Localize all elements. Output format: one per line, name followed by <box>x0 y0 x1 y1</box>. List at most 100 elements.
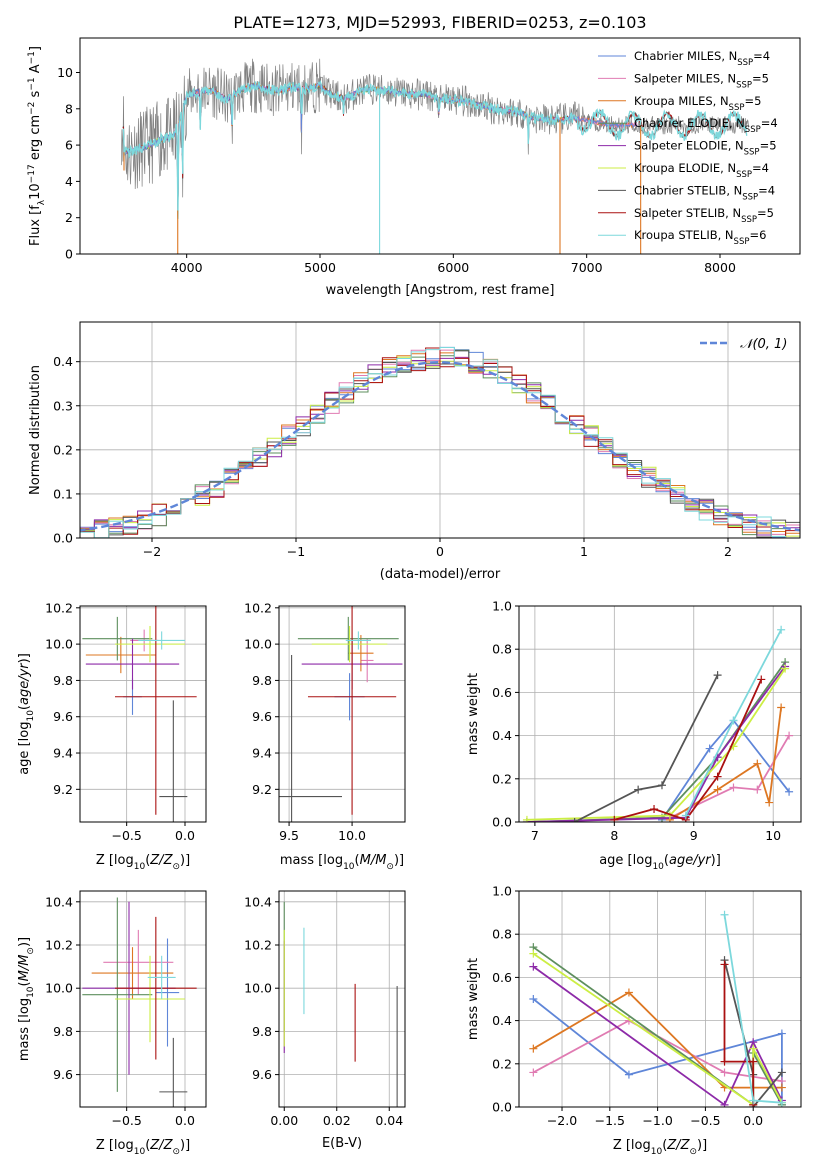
y-tick-label: 10.2 <box>244 600 272 615</box>
plus-marker <box>681 811 690 820</box>
plus-marker <box>610 815 619 822</box>
plus-marker <box>753 785 762 794</box>
plus-marker <box>657 781 666 790</box>
y-tick-label: 2 <box>65 210 73 225</box>
y-axis-label: mass weight <box>466 673 481 755</box>
plus-marker <box>781 664 790 673</box>
plus-marker <box>529 995 538 1003</box>
y-tick-label: 0 <box>65 247 73 262</box>
plot-area <box>82 606 197 822</box>
axes-frame <box>79 890 207 1108</box>
y-tick-label: 10.0 <box>244 981 272 996</box>
legend-label: Salpeter STELIB, NSSP=5 <box>634 206 774 225</box>
y-tick-label: 9.2 <box>53 782 73 797</box>
y-tick-label: 9.8 <box>53 673 73 688</box>
y-tick-label: 10 <box>57 65 73 80</box>
y-tick-label: 9.8 <box>53 1024 73 1039</box>
x-tick-label: −0.5 <box>111 1113 141 1128</box>
mass-weight-line <box>532 965 783 1107</box>
y-tick-label: 10.0 <box>45 637 73 652</box>
plus-marker <box>705 744 714 753</box>
legend-label: Kroupa STELIB, NSSP=6 <box>634 228 766 247</box>
axes-frame <box>278 890 406 1108</box>
legend-label: Chabrier MILES, NSSP=4 <box>634 49 770 68</box>
plus-marker <box>749 1057 758 1066</box>
y-tick-label: 0.2 <box>492 771 512 786</box>
y-tick-label: 9.6 <box>252 709 272 724</box>
y-tick-label: 0.8 <box>492 642 512 657</box>
mass-weight-line <box>669 707 782 821</box>
y-axis-label: age [log10(age/yr)] <box>17 653 36 775</box>
legend-label: Chabrier ELODIE, NSSP=4 <box>634 116 778 135</box>
x-tick-label: −2.0 <box>547 1113 577 1128</box>
y-tick-label: 1.0 <box>492 599 512 614</box>
x-tick-label: 0 <box>436 544 444 559</box>
plus-marker <box>729 783 738 792</box>
y-tick-label: 0.0 <box>53 531 73 546</box>
x-tick-label: 0.02 <box>323 1113 351 1128</box>
legend-label: Salpeter ELODIE, NSSP=5 <box>634 139 777 158</box>
y-tick-label: 4 <box>65 174 73 189</box>
plot-area <box>283 901 398 1107</box>
axes-frame <box>518 605 802 823</box>
y-tick-label: 10.0 <box>244 637 272 652</box>
histogram-series <box>80 347 800 538</box>
y-tick-label: 9.8 <box>252 673 272 688</box>
x-tick-label: −1 <box>287 544 305 559</box>
x-tick-label: 10 <box>765 828 781 843</box>
x-tick-label: −1.0 <box>642 1113 672 1128</box>
plus-marker <box>522 815 531 822</box>
x-tick-label: −0.5 <box>690 1113 720 1128</box>
chart-mass-weight-vs-age: 7 8 9 10 0.0 0.2 0.4 0.6 0.8 1.0 age [log10(age/yr… <box>466 599 802 872</box>
x-tick-label: 7 <box>531 828 539 843</box>
y-axis-label: mass weight <box>466 958 481 1040</box>
plus-marker <box>749 1096 758 1105</box>
y-tick-label: 0.2 <box>53 442 73 457</box>
plus-marker <box>720 910 729 919</box>
y-tick-label: 0.4 <box>53 354 73 369</box>
plus-marker <box>634 785 643 794</box>
plus-marker <box>720 960 729 969</box>
x-tick-label: 4000 <box>171 260 203 275</box>
x-axis-label: Z [log10(Z/Z⊙)] <box>613 1138 707 1157</box>
plus-marker <box>529 1068 538 1077</box>
chart-spectrum: 4000 5000 6000 7000 8000 0 2 4 6 8 10 wavelength [A… <box>27 37 801 298</box>
y-tick-label: 9.4 <box>53 746 73 761</box>
y-tick-label: 8 <box>65 101 73 116</box>
plus-marker <box>624 1070 633 1079</box>
chart-residuals: −2 −1 0 1 2 0.0 0.1 0.2 0.3 0.4 (data-model)/error… <box>28 321 801 582</box>
plus-marker <box>624 988 633 997</box>
legend-label: 𝒩(0, 1) <box>740 337 787 352</box>
legend-label: Kroupa ELODIE, NSSP=4 <box>634 161 769 180</box>
plot-area <box>279 606 403 822</box>
mass-weight-line <box>526 668 786 821</box>
y-tick-label: 1.0 <box>492 884 512 899</box>
x-tick-label: −1.5 <box>595 1113 625 1128</box>
y-tick-label: 0.4 <box>492 728 512 743</box>
model-spectrum <box>122 79 748 219</box>
plus-marker <box>777 703 786 712</box>
plus-marker <box>777 625 786 634</box>
chart-age-vs-mass: 9.5 10.0 9.2 9.4 9.6 9.8 10.0 10.2 mass [log10(M… <box>244 600 406 872</box>
plus-marker <box>713 772 722 781</box>
y-tick-label: 10.0 <box>45 981 73 996</box>
y-axis-label: Flux [fλ10−17 erg cm−2 s−1 A−1] <box>27 46 47 246</box>
x-axis-label: (data-model)/error <box>380 567 501 582</box>
plus-marker <box>720 1057 729 1066</box>
y-tick-label: 6 <box>65 138 73 153</box>
x-tick-label: −0.5 <box>111 828 141 843</box>
x-tick-label: 0.00 <box>270 1113 298 1128</box>
legend-label: Chabrier STELIB, NSSP=4 <box>634 183 775 202</box>
x-axis-label: age [log10(age/yr)] <box>599 853 721 872</box>
x-tick-label: 7000 <box>571 260 603 275</box>
x-tick-label: 2 <box>724 544 732 559</box>
plus-marker <box>570 818 579 822</box>
axes-frame <box>278 605 406 823</box>
plot-area <box>120 58 750 254</box>
chart-mass-weight-vs-Z: −2.0 −1.5 −1.0 −0.5 0.0 0.0 0.2 0.4 0.6 0.8 1.0 Z [… <box>466 884 802 1157</box>
plus-marker <box>785 787 794 796</box>
mass-weight-line <box>723 964 755 1105</box>
y-tick-label: 0.1 <box>53 486 73 501</box>
y-tick-label: 9.6 <box>53 1067 73 1082</box>
y-tick-label: 0.0 <box>492 1100 512 1115</box>
